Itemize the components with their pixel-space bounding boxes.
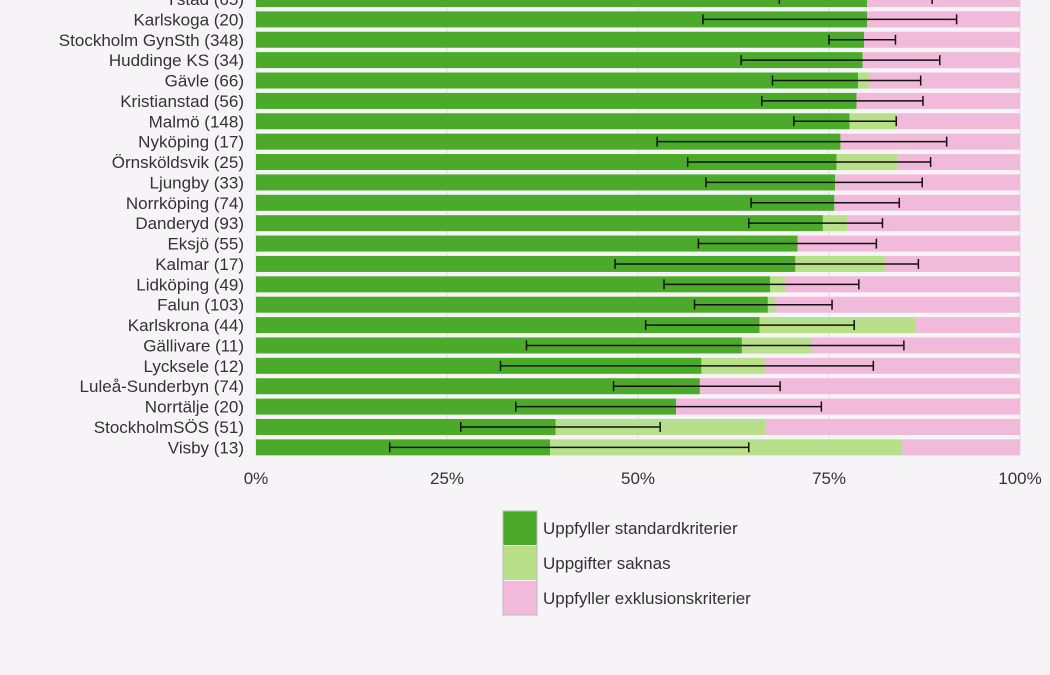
bars: [256, 0, 1020, 456]
bar-segment: [256, 378, 700, 395]
bar-segment: [256, 0, 868, 7]
category-label: Karlskoga (20): [133, 10, 244, 29]
legend-swatch: [503, 581, 537, 615]
bar-segment: [256, 398, 677, 415]
bar-segment: [256, 357, 702, 374]
bar-segment: [256, 194, 835, 211]
x-tick-label: 100%: [998, 469, 1041, 488]
x-tick-label: 25%: [430, 469, 464, 488]
category-label: Danderyd (93): [135, 214, 244, 233]
legend-label: Uppgifter saknas: [543, 554, 671, 573]
bar-segment: [256, 276, 771, 293]
bar-segment: [856, 92, 1020, 109]
bar-segment: [256, 92, 857, 109]
category-label: Lidköping (49): [136, 275, 244, 294]
bar-segment: [867, 0, 1020, 7]
category-label: Malmö (148): [149, 112, 244, 131]
category-label: Norrköping (74): [126, 194, 244, 213]
bar-segment: [862, 52, 1020, 69]
bar-segment: [256, 11, 868, 28]
bar-segment: [834, 194, 1020, 211]
category-label: Ystad (65): [166, 0, 244, 9]
bar-segment: [256, 133, 841, 150]
bar-segment: [256, 113, 850, 130]
legend: Uppfyller standardkriterier Uppgifter sak…: [502, 510, 751, 616]
category-label: Ljungby (33): [149, 173, 244, 192]
x-tick-label: 50%: [621, 469, 655, 488]
bar-segment: [256, 418, 556, 435]
bar-segment: [897, 154, 1020, 171]
category-label: Stockholm GynSth (348): [59, 31, 244, 50]
bar-segment: [765, 418, 1020, 435]
category-label: Gällivare (11): [143, 336, 244, 355]
legend-label: Uppfyller exklusionskriterier: [543, 589, 751, 608]
legend-swatch: [503, 511, 537, 545]
bar-segment: [256, 337, 742, 354]
bar-segment: [256, 255, 796, 272]
legend-swatch: [503, 546, 537, 580]
category-label: Kristianstad (56): [120, 92, 244, 111]
bar-segment: [835, 174, 1020, 191]
category-label: Lycksele (12): [144, 357, 244, 376]
category-label: Kalmar (17): [155, 255, 244, 274]
error-bars: [388, 0, 958, 453]
bar-segment: [256, 215, 823, 232]
bar-segment: [811, 337, 1020, 354]
x-axis-tick-labels: 0% 25% 50% 75% 100%: [244, 469, 1042, 488]
bar-segment: [256, 296, 768, 313]
category-label: Huddinge KS (34): [109, 51, 244, 70]
bar-segment: [847, 215, 1020, 232]
category-label: Visby (13): [168, 438, 244, 457]
x-tick-label: 75%: [812, 469, 846, 488]
category-label: Eksjö (55): [167, 235, 244, 254]
bar-segment: [864, 31, 1020, 48]
bar-segment: [256, 317, 760, 334]
category-label: Falun (103): [157, 296, 244, 315]
legend-label: Uppfyller standardkriterier: [543, 519, 738, 538]
bar-segment: [916, 317, 1020, 334]
bar-segment: [256, 31, 865, 48]
bar-segment: [785, 276, 1020, 293]
category-label: Gävle (66): [165, 72, 244, 91]
bar-segment: [256, 72, 859, 89]
category-label: Norrtälje (20): [145, 398, 244, 417]
category-label: Örnsköldsvik (25): [112, 153, 244, 172]
bar-segment: [896, 113, 1020, 130]
x-tick-label: 0%: [244, 469, 269, 488]
bar-segment: [869, 72, 1020, 89]
bar-segment: [775, 296, 1020, 313]
bar-segment: [885, 255, 1020, 272]
bar-segment: [676, 398, 1020, 415]
bar-segment: [256, 154, 837, 171]
legend-frame: [502, 510, 538, 616]
bar-segment: [797, 235, 1020, 252]
category-label: Luleå-Sunderbyn (74): [80, 377, 244, 396]
bar-segment: [764, 357, 1020, 374]
bar-segment: [256, 174, 836, 191]
category-label: Nyköping (17): [138, 133, 244, 152]
bar-segment: [256, 52, 863, 69]
category-label: Karlskrona (44): [128, 316, 244, 335]
y-axis-labels: Ystad (65)Karlskoga (20) Stockholm GynSth…: [59, 0, 244, 457]
bar-segment: [256, 235, 798, 252]
bar-segment: [902, 439, 1020, 456]
category-label: StockholmSÖS (51): [94, 418, 244, 437]
